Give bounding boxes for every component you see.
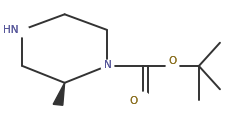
Text: O: O bbox=[167, 56, 176, 67]
Text: O: O bbox=[167, 56, 176, 67]
Text: O: O bbox=[129, 96, 137, 106]
Text: N: N bbox=[104, 60, 111, 70]
Text: HN: HN bbox=[2, 25, 18, 35]
Polygon shape bbox=[53, 83, 64, 105]
Text: HN: HN bbox=[2, 25, 18, 35]
Text: N: N bbox=[104, 60, 111, 70]
Text: O: O bbox=[129, 96, 137, 106]
